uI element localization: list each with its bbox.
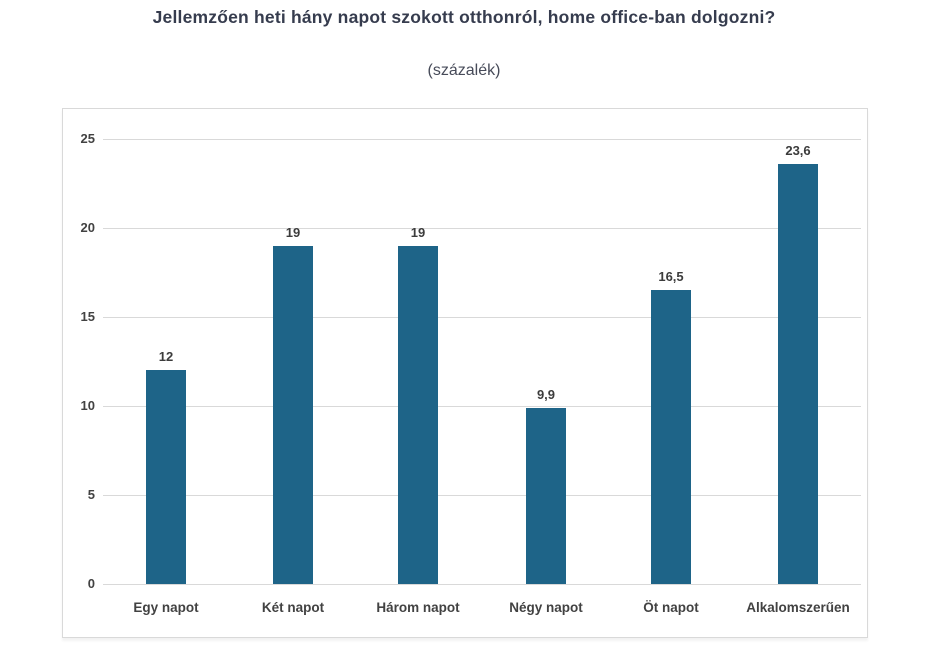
x-category-label: Három napot — [376, 600, 460, 615]
bar — [778, 163, 818, 584]
y-tick-label: 20 — [80, 220, 95, 235]
bar — [526, 407, 566, 584]
y-tick-label: 10 — [80, 398, 95, 413]
bar-value-label: 19 — [410, 224, 426, 240]
y-gridline — [103, 228, 861, 229]
x-category-label: Négy napot — [509, 600, 583, 615]
bar — [651, 290, 691, 584]
x-category-label: Alkalomszerűen — [746, 600, 850, 615]
bar-value-label: 9,9 — [536, 386, 556, 402]
y-gridline — [103, 495, 861, 496]
y-gridline — [103, 406, 861, 407]
y-tick-label: 15 — [80, 309, 95, 324]
bar-value-label: 19 — [285, 224, 301, 240]
y-tick-label: 25 — [80, 131, 95, 146]
bar — [273, 245, 313, 584]
y-gridline — [103, 584, 861, 585]
chart-plot-area: 0 5 10 15 20 25 12 Egy napot 19 Két napot 19 Három … — [62, 108, 868, 638]
x-category-label: Egy napot — [133, 600, 199, 615]
y-tick-label: 5 — [87, 487, 95, 502]
chart-title: Jellemzően heti hány napot szokott ottho… — [152, 7, 776, 27]
y-tick-label: 0 — [87, 576, 95, 591]
bar — [146, 370, 186, 584]
bar-value-label: 12 — [158, 349, 174, 365]
y-gridline — [103, 317, 861, 318]
bar — [398, 245, 438, 584]
bar-value-label: 23,6 — [785, 142, 811, 158]
bar-value-label: 16,5 — [658, 269, 684, 285]
x-category-label: Öt napot — [643, 600, 699, 615]
y-gridline — [103, 139, 861, 140]
chart-subtitle: (százalék) — [427, 62, 501, 79]
x-category-label: Két napot — [261, 600, 325, 615]
